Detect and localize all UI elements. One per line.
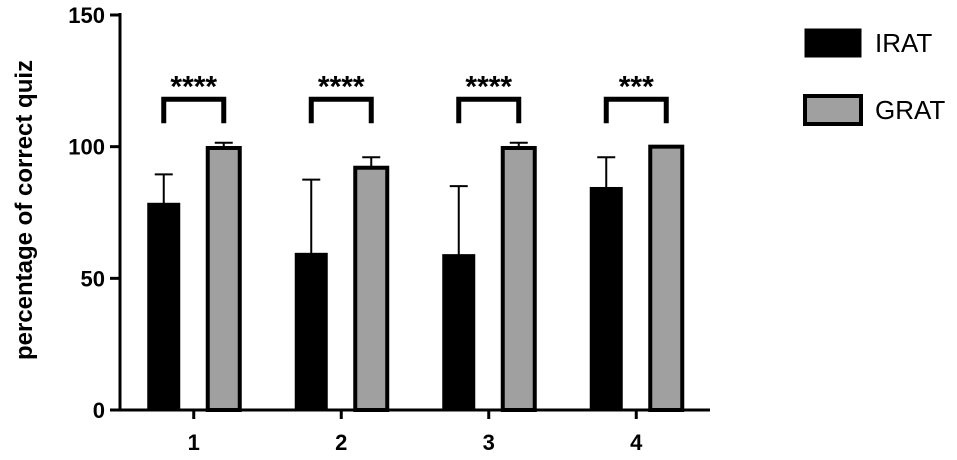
- y-tick-label-150: 150: [68, 3, 105, 28]
- bar-irat-3: [442, 254, 476, 411]
- significance-label-4: ***: [619, 70, 654, 103]
- legend-swatch-irat: [804, 28, 862, 58]
- bar-irat-4: [589, 186, 623, 411]
- significance-label-2: ****: [318, 70, 365, 103]
- error-bars-layer: [154, 141, 616, 255]
- significance-bracket-1: [161, 96, 227, 124]
- significance-bracket-4: [603, 96, 669, 124]
- bar-grat-1: [205, 145, 242, 412]
- y-axis-label: percentage of correct quiz: [11, 60, 38, 360]
- x-tick-label-4: 4: [630, 430, 643, 455]
- axes-layer: 1 2 3 4 0 50 100 150: [68, 3, 710, 455]
- significance-label-1: ****: [170, 70, 217, 103]
- bar-irat-1: [147, 202, 181, 411]
- bars-layer: [147, 144, 685, 413]
- significance-bracket-3: [456, 96, 522, 124]
- bar-irat-2: [294, 252, 328, 411]
- legend-swatch-grat: [803, 94, 863, 126]
- y-tick-label-0: 0: [93, 398, 105, 423]
- x-tick-label-1: 1: [188, 430, 200, 455]
- x-tick-label-2: 2: [335, 430, 347, 455]
- x-tick-label-3: 3: [483, 430, 495, 455]
- bar-grat-3: [500, 145, 537, 412]
- bar-grat-4: [648, 144, 685, 413]
- significance-bracket-2: [308, 96, 374, 124]
- y-tick-label-50: 50: [81, 266, 105, 291]
- legend-label-irat: IRAT: [875, 28, 932, 58]
- significance-label-3: ****: [465, 70, 512, 103]
- legend: IRAT GRAT: [803, 28, 945, 126]
- bar-grat-2: [353, 165, 390, 412]
- legend-label-grat: GRAT: [875, 95, 945, 125]
- significance-layer: **** **** **** ***: [161, 70, 669, 124]
- y-tick-label-100: 100: [68, 135, 105, 160]
